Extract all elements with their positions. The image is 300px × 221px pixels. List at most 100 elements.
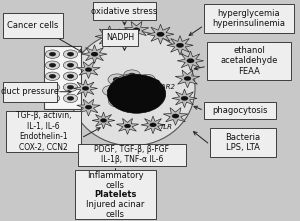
Ellipse shape [45, 72, 60, 80]
Ellipse shape [135, 91, 139, 92]
Polygon shape [95, 26, 124, 47]
Ellipse shape [109, 96, 125, 107]
Ellipse shape [67, 63, 74, 67]
Ellipse shape [91, 52, 98, 56]
Text: PAR2: PAR2 [158, 84, 175, 90]
FancyBboxPatch shape [44, 46, 81, 109]
FancyBboxPatch shape [210, 128, 276, 157]
Polygon shape [77, 62, 100, 78]
Text: oxidative stress: oxidative stress [92, 7, 158, 15]
Polygon shape [175, 70, 200, 88]
Ellipse shape [133, 28, 140, 32]
Text: TGF-β, activin,
IL-1, IL-6
Endothelin-1
COX-2, CCN2: TGF-β, activin, IL-1, IL-6 Endothelin-1 … [16, 111, 71, 152]
Ellipse shape [49, 85, 56, 89]
Ellipse shape [143, 80, 153, 85]
Ellipse shape [63, 83, 78, 91]
Ellipse shape [120, 97, 127, 101]
Polygon shape [141, 116, 165, 134]
Ellipse shape [45, 50, 60, 58]
Polygon shape [82, 45, 107, 63]
Ellipse shape [148, 100, 153, 103]
Ellipse shape [124, 70, 140, 80]
Polygon shape [172, 89, 197, 108]
Ellipse shape [124, 103, 132, 107]
Polygon shape [163, 108, 188, 125]
FancyBboxPatch shape [78, 144, 186, 166]
Ellipse shape [114, 82, 120, 84]
Ellipse shape [127, 80, 135, 84]
Ellipse shape [134, 100, 143, 105]
Ellipse shape [150, 123, 156, 127]
Text: hyperglycemia
hyperinsulinemia: hyperglycemia hyperinsulinemia [212, 9, 286, 29]
Polygon shape [74, 80, 98, 97]
Ellipse shape [118, 98, 124, 101]
Ellipse shape [113, 77, 121, 82]
Ellipse shape [49, 52, 56, 56]
Text: PDGF, TGF-β, β-FGF
IL-1β, TNF-α IL-6: PDGF, TGF-β, β-FGF IL-1β, TNF-α IL-6 [94, 145, 170, 164]
Ellipse shape [63, 72, 78, 80]
Ellipse shape [130, 102, 137, 106]
Ellipse shape [85, 68, 92, 72]
Text: NADPH: NADPH [106, 33, 134, 42]
FancyBboxPatch shape [102, 29, 138, 46]
Ellipse shape [143, 99, 151, 104]
Ellipse shape [145, 86, 161, 95]
Ellipse shape [151, 79, 160, 84]
Ellipse shape [69, 31, 195, 146]
Text: Bacteria
LPS, LTA: Bacteria LPS, LTA [225, 133, 261, 152]
Text: duct pressure: duct pressure [1, 87, 59, 96]
FancyBboxPatch shape [93, 2, 156, 20]
Ellipse shape [187, 59, 194, 63]
Ellipse shape [184, 76, 191, 80]
Ellipse shape [49, 63, 56, 67]
Text: Cancer cells: Cancer cells [7, 21, 59, 30]
FancyBboxPatch shape [207, 42, 291, 80]
Ellipse shape [82, 86, 89, 90]
Ellipse shape [45, 61, 60, 69]
Ellipse shape [176, 43, 184, 48]
Polygon shape [177, 51, 204, 70]
Polygon shape [77, 99, 100, 116]
Polygon shape [167, 36, 193, 55]
FancyBboxPatch shape [75, 170, 156, 219]
Ellipse shape [107, 74, 166, 113]
Text: cells: cells [106, 210, 125, 219]
FancyBboxPatch shape [204, 4, 294, 33]
Ellipse shape [67, 74, 74, 78]
Ellipse shape [108, 74, 126, 85]
Ellipse shape [63, 61, 78, 69]
Ellipse shape [130, 98, 137, 101]
Ellipse shape [45, 83, 60, 91]
Text: Injured acinar: Injured acinar [86, 200, 145, 209]
Text: phagocytosis: phagocytosis [212, 106, 268, 115]
Ellipse shape [67, 96, 74, 100]
Ellipse shape [45, 94, 60, 103]
Ellipse shape [140, 97, 147, 101]
Ellipse shape [106, 34, 113, 39]
Ellipse shape [124, 101, 140, 111]
Polygon shape [116, 118, 139, 134]
Ellipse shape [138, 102, 143, 104]
Polygon shape [147, 24, 174, 44]
Ellipse shape [63, 50, 78, 58]
Ellipse shape [143, 77, 151, 82]
Ellipse shape [139, 97, 155, 107]
Ellipse shape [139, 102, 143, 104]
Ellipse shape [128, 73, 136, 77]
Text: ethanol
acetaldehyde
FEAA: ethanol acetaldehyde FEAA [220, 46, 278, 76]
Ellipse shape [149, 88, 157, 93]
Ellipse shape [140, 104, 150, 109]
Ellipse shape [49, 96, 56, 100]
Polygon shape [124, 21, 149, 39]
Ellipse shape [67, 52, 74, 56]
Ellipse shape [49, 74, 56, 78]
Ellipse shape [67, 85, 74, 89]
Ellipse shape [85, 105, 92, 109]
FancyBboxPatch shape [204, 102, 276, 119]
Polygon shape [92, 112, 115, 129]
FancyBboxPatch shape [6, 110, 81, 152]
Ellipse shape [100, 118, 106, 122]
Ellipse shape [63, 94, 78, 103]
FancyBboxPatch shape [3, 82, 57, 102]
Text: Inflammatory: Inflammatory [87, 171, 144, 180]
